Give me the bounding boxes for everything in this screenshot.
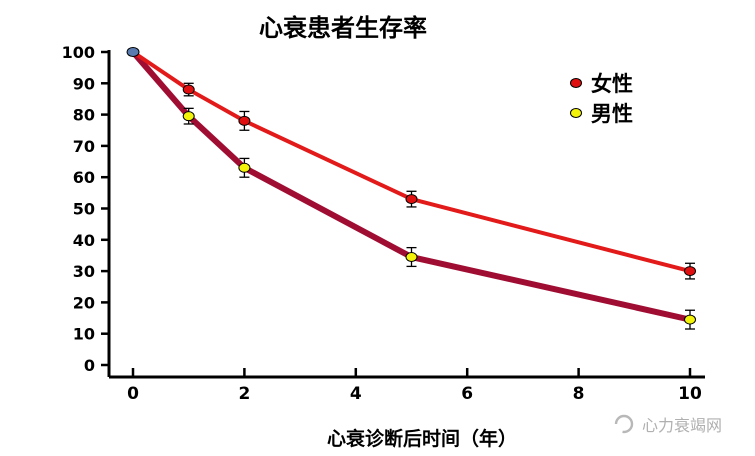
data-point: [238, 115, 251, 126]
data-point: [684, 266, 696, 277]
y-tick-label: 90: [73, 74, 95, 93]
legend-label: 男性: [591, 102, 633, 126]
start-point: [126, 47, 140, 57]
wechat-logo-icon: [614, 414, 634, 434]
series-layer: [126, 47, 696, 330]
x-tick-label: 8: [573, 384, 585, 404]
axes: 0 10 20 30 40 50 60 70 80 90 100 0 2 4 6 8 10: [62, 43, 705, 404]
x-tick-label: 0: [127, 384, 139, 404]
y-tick-label: 100: [62, 43, 95, 62]
y-tick-label: 80: [73, 106, 95, 125]
x-axis-label: 心衰诊断后时间（年）: [327, 427, 517, 450]
data-point: [182, 84, 195, 95]
x-tick-label: 2: [238, 384, 250, 404]
data-point: [684, 314, 696, 325]
data-point: [405, 252, 418, 263]
legend-marker: [570, 78, 582, 88]
watermark: 心力衰竭网: [612, 412, 722, 436]
y-tick-label: 0: [84, 356, 95, 375]
y-tick-label: 50: [73, 200, 95, 219]
legend-label: 女性: [591, 72, 633, 96]
data-point: [238, 162, 251, 173]
y-tick-label: 60: [73, 168, 95, 187]
y-tick-label: 10: [73, 325, 95, 344]
y-tick-label: 70: [73, 137, 95, 156]
legend-marker: [570, 108, 582, 118]
watermark-text: 心力衰竭网: [642, 416, 723, 435]
data-point: [405, 194, 418, 205]
chart-title: 心衰患者生存率: [259, 14, 427, 42]
x-tick-label: 6: [461, 384, 473, 404]
y-tick-label: 40: [73, 231, 95, 250]
data-point: [182, 111, 195, 122]
y-tick-label: 20: [73, 293, 95, 312]
x-tick-label: 4: [350, 384, 362, 404]
x-tick-label: 10: [678, 384, 702, 404]
y-tick-label: 30: [73, 262, 95, 281]
